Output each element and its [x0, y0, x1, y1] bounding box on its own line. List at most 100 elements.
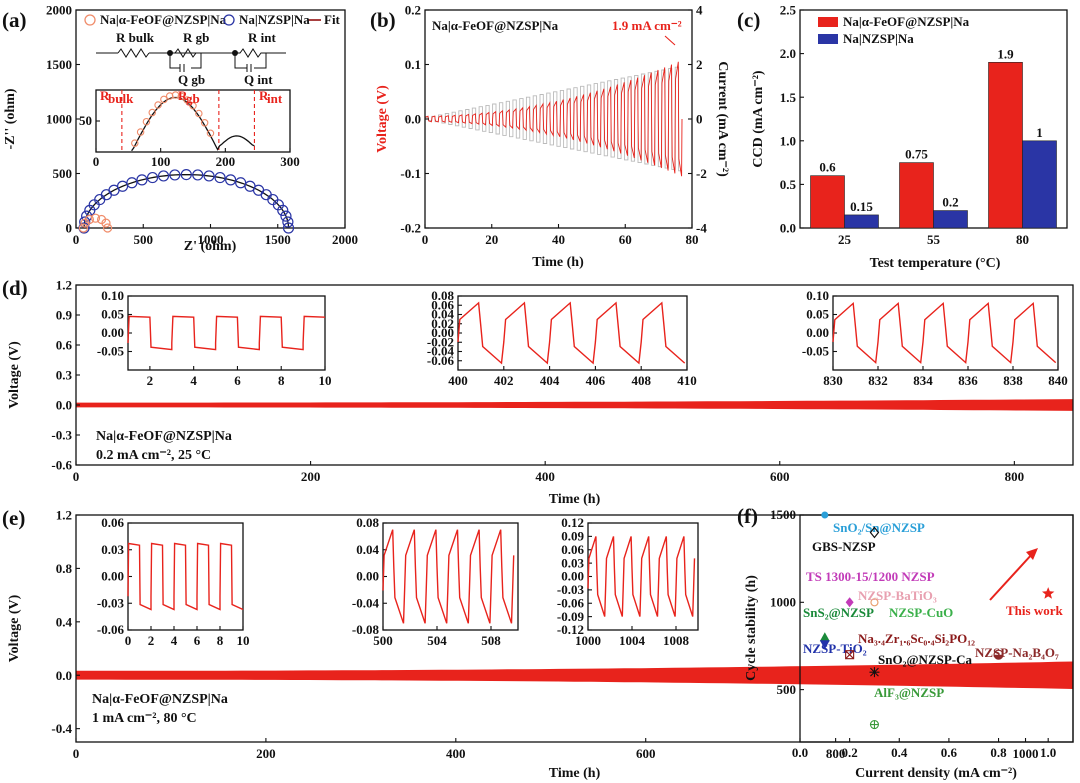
panel-f-label: (f)	[737, 504, 758, 528]
panel-b-xtick-label: 40	[552, 232, 565, 247]
panel-e-inset-xtick-label: 1000	[575, 633, 601, 648]
panel-d-text2: 0.2 mA cm⁻², 25 °C	[96, 448, 211, 463]
panel-d-ytick-label: -0.3	[51, 428, 72, 443]
panel-f-point-label: NZSP-CuO	[889, 605, 953, 620]
panel-e-inset-xtick-label: 0	[125, 633, 132, 648]
panel-b-xtick-label: 20	[485, 232, 498, 247]
panel-a-inset-label-sub: bulk	[108, 91, 134, 106]
panel-c-bar-label: 0.75	[905, 147, 928, 162]
panel-e-xtick-label: 800	[826, 746, 846, 761]
panel-d-inset-xtick-label: 838	[1003, 373, 1023, 388]
panel-d-xtick-label: 800	[1005, 469, 1025, 484]
panel-d-xtick-label: 200	[301, 469, 321, 484]
panel-d-inset-xtick-label: 840	[1048, 373, 1068, 388]
panel-a-xtick-label: 1000	[198, 232, 224, 247]
panel-f-point-label: SnO₂/Sn@NZSP	[833, 520, 925, 535]
panel-d-inset-xtick-label: 404	[540, 373, 560, 388]
panel-f-marker	[845, 650, 855, 660]
panel-c-xtick-label: 55	[927, 232, 941, 247]
panel-d-ytick-label: 0.9	[56, 308, 73, 323]
panel-a-inset-point	[200, 119, 209, 127]
panel-f-marker	[869, 667, 880, 678]
panel-b-annotation-arrow	[664, 35, 676, 46]
panel-c-bar	[899, 162, 934, 229]
panel-a-point-feof	[78, 223, 88, 233]
panel-c-bar	[933, 210, 968, 229]
panel-b-ytick-label: 0.2	[405, 3, 421, 18]
panel-c-bar	[1022, 140, 1057, 229]
panel-e-inset-xtick-label: 2	[148, 633, 155, 648]
panel-a-inset-label-sub: int	[267, 91, 283, 106]
panel-a-point-feof	[103, 223, 113, 233]
panel-d-inset-xtick-label: 4	[190, 373, 197, 388]
panel-f-marker	[869, 719, 880, 730]
panel-e-xtick-label: 600	[636, 746, 656, 761]
panel-b-ylabel: Voltage (V)	[375, 85, 390, 153]
circuit-rgb	[169, 48, 202, 69]
panel-d-xtick-label: 600	[770, 469, 790, 484]
panel-f-xtick-label: 0.4	[891, 745, 908, 760]
panel-a-point-nzsp	[282, 222, 295, 234]
panel-e-ylabel: Voltage (V)	[7, 594, 22, 662]
panel-e-label: (e)	[2, 506, 25, 530]
panel-e-ytick-label: 1.2	[56, 508, 72, 523]
panel-b-annotation: 1.9 mA cm⁻²	[612, 18, 682, 33]
panel-a-point-nzsp	[192, 169, 204, 181]
panel-e-inset-ytick-label: -0.04	[352, 595, 380, 610]
panel-d-inset-ytick-label: 0.08	[431, 288, 454, 303]
panel-e-inset-ytick-label: 0.00	[561, 569, 584, 584]
panel-d-inset-xtick-label: 6	[234, 373, 241, 388]
panel-f-xtick-label: 0.8	[990, 745, 1007, 760]
panel-f-xtick-label: 0.0	[792, 745, 808, 760]
panel-a-ytick-label: 1000	[46, 112, 72, 127]
panel-d-inset-ytick-label: 0.00	[101, 325, 124, 340]
panel-b-label: (b)	[370, 8, 396, 32]
panel-a-xtick-label: 2000	[332, 232, 358, 247]
panel-a-point-nzsp	[225, 174, 237, 186]
panel-a-xtick-label: 500	[134, 232, 154, 247]
panel-f-marker	[819, 640, 830, 650]
panel-d-ytick-label: 1.2	[56, 278, 72, 293]
panel-e-inset-xtick-label: 10	[237, 633, 250, 648]
panel-f-ytick-label: 1000	[770, 595, 796, 610]
panel-d-voltage-band	[76, 399, 1074, 411]
panel-e-inset-ytick-label: 0.06	[101, 515, 124, 530]
panel-c-bar-label: 0.15	[850, 199, 873, 214]
panel-a-xtick-label: 0	[73, 232, 80, 247]
panel-d-inset-xtick-label: 8	[278, 373, 285, 388]
panel-e-inset-ytick-label: -0.12	[557, 622, 584, 637]
panel-c-xtick-label: 25	[838, 232, 852, 247]
panel-d-xtick-label: 0	[73, 469, 80, 484]
panel-f-arrow-head	[1026, 548, 1038, 560]
panel-a-inset-ytick-label: 50	[79, 113, 92, 128]
panel-b-ytick-label: -0.1	[400, 166, 421, 181]
panel-a-ytick-label: 0	[66, 221, 73, 236]
panel-e-xtick-label: 0	[73, 746, 80, 761]
panel-d-inset-xtick-label: 408	[631, 373, 651, 388]
panel-a-point-nzsp	[282, 216, 294, 228]
panel-b-y2label: Current (mA cm⁻²)	[715, 61, 730, 177]
panel-d-xlabel: Time (h)	[549, 492, 601, 507]
panel-d-inset-trace	[127, 315, 326, 351]
panel-d-inset-ytick-label: 0.00	[431, 325, 454, 340]
panel-a-inset-label: R	[100, 88, 110, 103]
panel-a-inset-label: R	[178, 88, 188, 103]
panel-c-legend-1: Na|α-FeOF@NZSP|Na	[843, 14, 970, 29]
panel-f-point-label: AlF₃@NZSP	[874, 685, 944, 700]
panel-a-inset-point	[136, 128, 145, 136]
panel-f-marker	[845, 597, 854, 608]
panel-a-point-nzsp	[214, 171, 226, 184]
panel-a-point-nzsp	[136, 174, 148, 186]
panel-d-inset-frame	[127, 295, 326, 371]
panel-e-inset-ytick-label: -0.03	[97, 595, 125, 610]
panel-a-legend-fit: Fit	[324, 12, 341, 27]
panel-e-xlabel: Time (h)	[549, 766, 601, 781]
panel-e-text2: 1 mA cm⁻², 80 °C	[92, 711, 197, 726]
panel-c-ytick-label: 1.0	[780, 133, 796, 148]
panel-e-xtick-label: 1000	[1013, 746, 1039, 761]
panel-e-inset-ytick-label: 0.08	[356, 515, 379, 530]
panel-f-xtick-label: 0.2	[842, 745, 858, 760]
panel-e-xtick-label: 400	[446, 746, 466, 761]
panel-d-inset-ytick-label: 0.05	[806, 307, 829, 322]
panel-e-ytick-label: 0.8	[56, 561, 73, 576]
